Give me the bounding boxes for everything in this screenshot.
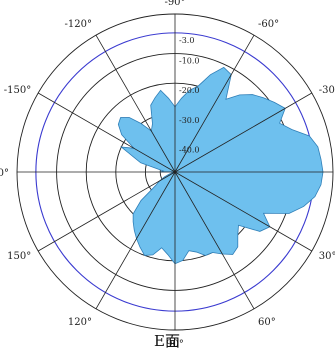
radial-label: -3.0	[179, 36, 194, 45]
angle-label: 180°	[0, 168, 9, 179]
angle-label: 150°	[7, 251, 31, 262]
angle-label: -30°	[319, 85, 335, 96]
angle-label: 30°	[319, 251, 335, 262]
angle-label: -150°	[4, 85, 31, 96]
angle-label: -60°	[258, 19, 279, 30]
angle-spokes	[17, 14, 333, 330]
angle-spoke	[174, 34, 255, 173]
radial-label: -20.0	[179, 86, 200, 95]
angle-spoke	[95, 171, 176, 310]
radial-label: -30.0	[179, 116, 200, 125]
angle-label: 90°	[166, 339, 184, 350]
angle-label: -120°	[65, 19, 92, 30]
angle-spoke	[37, 92, 176, 173]
angle-spoke	[174, 92, 313, 173]
angle-label: 120°	[68, 317, 92, 328]
radial-label: -40.0	[179, 145, 200, 154]
angle-spoke	[174, 171, 313, 252]
angle-label: 60°	[258, 317, 276, 328]
radial-labels: -3.0 -10.0 -20.0 -30.0 -40.0	[179, 36, 200, 155]
angle-label: -90°	[164, 0, 185, 8]
angle-spoke	[95, 34, 176, 173]
chart-caption: E面	[154, 332, 180, 350]
angle-spoke	[37, 171, 176, 252]
angle-spoke	[174, 171, 255, 310]
radial-label: -10.0	[179, 57, 200, 66]
